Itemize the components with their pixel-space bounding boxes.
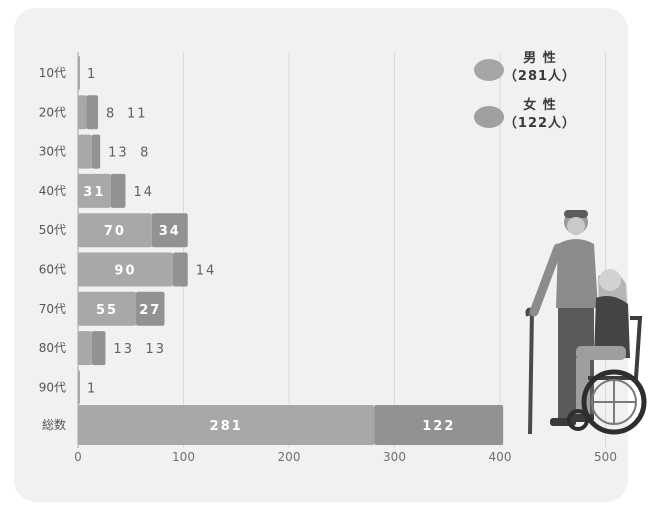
bar-male	[78, 56, 80, 90]
data-label-male: 8	[106, 106, 116, 121]
data-label-male: 13	[113, 342, 134, 357]
y-tick-label: 70代	[39, 302, 66, 316]
x-tick-label: 100	[172, 450, 195, 464]
caregiver-wheelchair-icon	[525, 210, 647, 435]
bar-female	[91, 134, 101, 169]
y-tick-label: 90代	[39, 380, 66, 394]
data-label-female: 11	[127, 106, 148, 121]
bar-male	[78, 95, 87, 130]
data-label-female: 13	[145, 342, 166, 357]
y-tick-label: 30代	[39, 145, 66, 159]
legend-label-female: 女 性 （122人）	[503, 98, 577, 131]
y-tick-label: 40代	[39, 184, 66, 198]
x-tick-label: 0	[74, 450, 82, 464]
legend-label-male: 男 性 （281人）	[503, 51, 577, 84]
data-label-female: 34	[159, 224, 181, 239]
bar-female	[86, 95, 99, 130]
data-label-male: 70	[104, 224, 126, 239]
bar-female	[136, 291, 165, 326]
legend-swatch-male	[474, 59, 504, 81]
data-label-male: 13	[108, 146, 129, 161]
y-tick-label: 10代	[39, 66, 66, 80]
y-tick-label: 総数	[42, 417, 66, 432]
y-tick-label: 80代	[39, 341, 66, 355]
bar-male	[78, 134, 92, 169]
data-label-male: 1	[87, 381, 97, 396]
data-label-male: 281	[210, 419, 243, 434]
data-label-female: 8	[140, 146, 150, 161]
bar-male	[78, 252, 173, 287]
legend-swatch-female	[474, 106, 504, 128]
data-label-male: 31	[83, 185, 105, 200]
bar-female	[172, 252, 188, 287]
bar-male	[78, 213, 152, 248]
bar-female	[110, 173, 126, 208]
data-label-female: 122	[422, 419, 455, 434]
data-label-male: 1	[87, 67, 97, 82]
data-label-male: 55	[96, 303, 118, 318]
bar-male	[78, 405, 375, 445]
data-label-female: 14	[196, 264, 217, 279]
bar-female	[91, 331, 106, 366]
bar-male	[78, 173, 111, 208]
data-label-female: 14	[133, 185, 154, 200]
x-tick-label: 500	[594, 450, 617, 464]
bar-male	[78, 370, 80, 405]
y-tick-label: 50代	[39, 223, 66, 237]
y-tick-label: 20代	[39, 105, 66, 119]
bar-female	[151, 213, 188, 248]
bar-female	[374, 405, 504, 445]
y-tick-label: 60代	[39, 263, 66, 277]
bar-male	[78, 331, 92, 366]
x-tick-label: 200	[278, 450, 301, 464]
data-label-female: 27	[139, 303, 161, 318]
x-tick-label: 400	[489, 450, 512, 464]
data-label-male: 90	[114, 264, 136, 279]
bar-male	[78, 291, 137, 326]
x-tick-label: 300	[383, 450, 406, 464]
